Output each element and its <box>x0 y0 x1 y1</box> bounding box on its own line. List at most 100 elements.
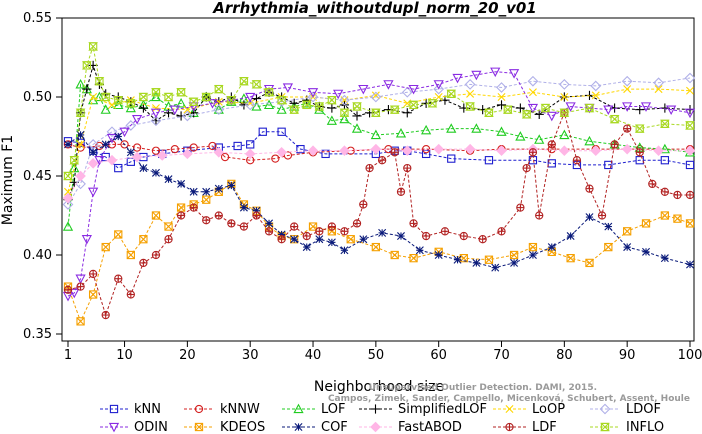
data-point-kdeos <box>164 222 173 231</box>
data-point-ldof <box>150 115 162 127</box>
data-point-cof <box>202 187 211 196</box>
data-point-lof <box>69 162 80 173</box>
data-point-ldf <box>302 231 311 241</box>
data-point-lof <box>125 102 136 113</box>
data-point-lof <box>370 129 381 140</box>
data-point-inflo <box>408 100 419 110</box>
legend-label: SimplifiedLOF <box>398 402 487 417</box>
legend-entry-cof: COF <box>282 420 348 434</box>
data-point-knn <box>421 149 431 159</box>
data-point-ldf <box>660 187 670 196</box>
data-point-ldf <box>352 219 362 228</box>
data-point-knn <box>547 159 556 168</box>
data-point-ldof <box>370 91 382 103</box>
data-point-inflo <box>63 171 73 181</box>
legend-entry-lof: LOF <box>282 402 346 417</box>
data-point-odin <box>383 80 394 90</box>
series-inflo <box>63 42 695 181</box>
data-point-lof <box>94 91 105 102</box>
plot-frame <box>61 17 695 342</box>
data-point-cof <box>642 247 651 256</box>
data-point-simplifiedlof <box>163 108 174 118</box>
data-point-simplifiedlof <box>138 103 148 113</box>
x-tick-label: 40 <box>305 348 322 363</box>
data-point-ldf <box>340 227 349 236</box>
data-point-inflo <box>226 96 237 105</box>
data-point-simplifiedlof <box>402 108 412 118</box>
data-point-knn <box>246 140 255 149</box>
data-point-ldf <box>390 148 399 157</box>
series-line-odin <box>67 71 691 297</box>
data-point-inflo <box>685 121 695 130</box>
data-point-fastabod <box>621 143 633 155</box>
data-point-cof <box>239 203 248 212</box>
data-point-ldf <box>440 227 450 236</box>
legend-entry-knnw: kNNW <box>184 402 260 417</box>
data-point-kdeos <box>371 242 381 252</box>
watermark-line-2: Campos, Zimek, Sander, Campello, Micenko… <box>328 394 690 404</box>
data-point-odin <box>452 73 463 84</box>
legend-marker-inflo <box>600 422 610 432</box>
data-point-ldf <box>76 282 85 291</box>
legend-marker-loop <box>505 405 514 413</box>
data-point-knn <box>296 144 305 154</box>
legend-marker-fastabod <box>370 421 381 433</box>
data-point-inflo <box>100 92 111 102</box>
data-point-knn <box>604 160 613 170</box>
data-point-knn <box>635 156 644 165</box>
series-line-knn <box>67 131 691 169</box>
data-point-ldf <box>377 156 387 165</box>
data-point-ldf <box>497 227 506 236</box>
legend-entry-odin: ODIN <box>100 420 168 434</box>
legend-label: LDOF <box>626 402 661 417</box>
data-point-odin <box>333 89 344 100</box>
data-point-kdeos <box>623 227 632 236</box>
data-point-knn <box>277 127 286 136</box>
legend-marker-lof <box>293 403 304 414</box>
data-point-knn <box>447 154 456 163</box>
data-point-fastabod <box>559 145 570 157</box>
data-point-odin <box>307 88 319 98</box>
data-point-cof <box>214 184 223 193</box>
series-line-kdeos <box>67 183 691 323</box>
data-point-kdeos <box>76 317 85 326</box>
legend-entry-knn: kNN <box>100 402 161 417</box>
data-point-fastabod <box>276 146 287 158</box>
data-point-cof <box>89 148 98 157</box>
data-point-inflo <box>540 103 551 113</box>
data-point-lof <box>175 97 187 108</box>
data-point-inflo <box>484 108 494 117</box>
data-point-cof <box>101 140 110 149</box>
legend-label: ODIN <box>134 420 168 434</box>
data-point-ldf <box>648 179 657 189</box>
legend-entry-fastabod: FastABOD <box>359 420 462 434</box>
data-point-cof <box>510 258 519 267</box>
data-point-kdeos <box>409 254 418 263</box>
data-point-ldf <box>535 211 544 220</box>
data-point-ldof <box>307 91 319 103</box>
data-point-inflo <box>521 110 532 119</box>
data-point-odin <box>88 187 99 198</box>
data-point-loop <box>183 105 192 114</box>
legend-label: kNNW <box>220 402 260 417</box>
data-point-ldf <box>572 156 582 165</box>
data-point-kdeos <box>126 250 135 260</box>
y-axis-label: Maximum F1 <box>0 135 16 225</box>
data-point-cof <box>189 187 198 196</box>
data-point-fastabod <box>370 143 382 155</box>
y-tick-label: 0.40 <box>23 248 52 263</box>
x-tick-label: 100 <box>678 348 702 363</box>
data-point-kdeos <box>484 255 494 264</box>
y-tick-label: 0.50 <box>23 90 52 105</box>
data-point-ldf <box>139 258 148 268</box>
legend-marker-ldof <box>599 403 611 415</box>
series-line-knnw <box>67 143 690 161</box>
data-point-cof <box>528 251 537 259</box>
data-point-lof <box>421 124 432 135</box>
data-point-fastabod <box>87 158 99 169</box>
legend-marker-knn <box>109 404 119 414</box>
data-point-ldf <box>252 211 261 220</box>
data-point-loop <box>623 85 632 94</box>
series-layer <box>62 42 696 326</box>
data-point-fastabod <box>339 145 350 157</box>
